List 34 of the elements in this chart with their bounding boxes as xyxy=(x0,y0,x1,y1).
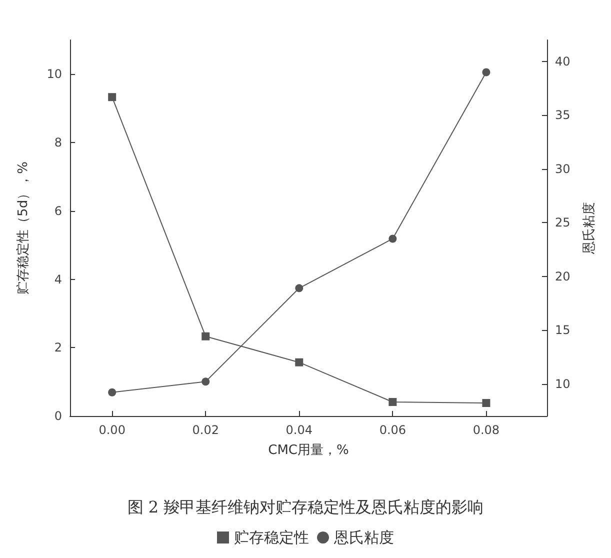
point xyxy=(202,332,210,340)
x-tick-label: 0.02 xyxy=(192,423,219,437)
legend-label: 恩氏粘度 xyxy=(333,528,394,546)
text: 图 2 羧甲基纤维钠对贮存稳定性及恩氏粘度的影响 xyxy=(127,498,484,516)
point xyxy=(108,93,116,102)
point xyxy=(295,284,304,292)
point xyxy=(482,68,490,76)
y-tick-label: 2 xyxy=(54,340,62,355)
y2-tick-label: 15 xyxy=(555,323,570,338)
y2-tick-label: 35 xyxy=(555,108,570,122)
point xyxy=(108,388,116,396)
point xyxy=(482,399,490,408)
y2-tick-label: 25 xyxy=(555,216,570,230)
point xyxy=(388,398,397,406)
x-axis-title: CMC用量，% xyxy=(268,443,349,458)
y2-tick-label: 20 xyxy=(555,269,570,284)
y2-tick-label: 10 xyxy=(555,376,570,391)
y2-tick-label: 30 xyxy=(555,162,570,176)
x-tick-label: 0.08 xyxy=(472,423,500,437)
y-tick-label: 6 xyxy=(54,204,62,218)
point xyxy=(295,358,304,366)
x-tick-label: 0.00 xyxy=(98,423,126,437)
y-tick-label: 4 xyxy=(54,272,62,286)
y-tick-label: 10 xyxy=(46,67,62,82)
point xyxy=(202,378,210,386)
legend-label: 贮存稳定性 xyxy=(234,528,309,546)
x-tick-label: 0.04 xyxy=(286,423,313,437)
y-tick-label: 0 xyxy=(54,409,62,423)
y-axis-title: 贮存稳定性（5d），% xyxy=(16,162,31,294)
y2-axis-title: 恩氏粘度 xyxy=(581,202,597,255)
point xyxy=(388,234,397,243)
y-tick-label: 8 xyxy=(54,136,62,150)
y2-tick-label: 40 xyxy=(555,54,570,68)
x-tick-label: 0.06 xyxy=(379,423,406,437)
